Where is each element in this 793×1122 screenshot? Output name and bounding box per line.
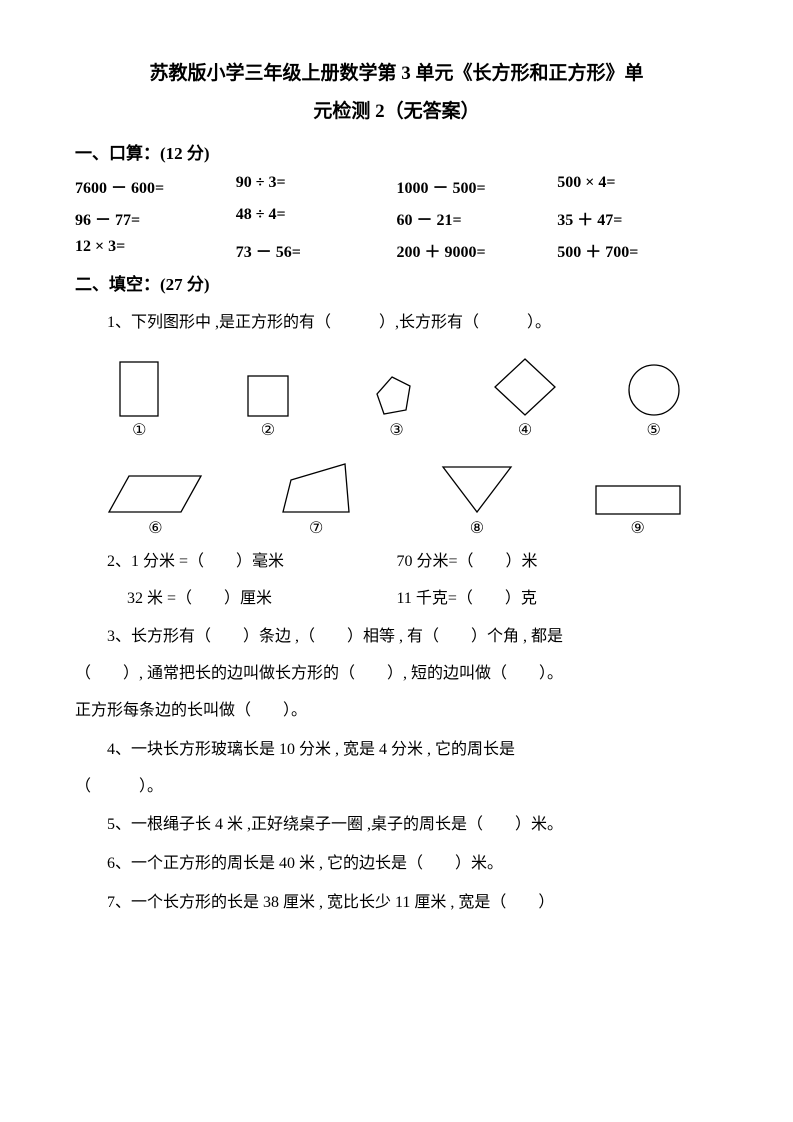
shape-label: ⑧ [397,518,558,538]
math-cell: 500 × 4= [557,174,718,198]
math-cell: 48 ÷ 4= [236,206,397,230]
math-cell: 7600 － 600= [75,174,236,198]
title-line-2: 元检测 2（无答案） [75,93,718,131]
math-cell: 35 ＋ 47= [557,206,718,230]
math-cell: 60 － 21= [397,206,558,230]
shape-label: ③ [332,420,461,440]
question-4-line2: （ ）。 [75,769,718,806]
shape-triangle [397,462,558,516]
question-6: 6、一个正方形的周长是 40 米 , 它的边长是（ ）米。 [75,846,718,883]
shape-label: ② [204,420,333,440]
shape-circle [589,362,718,418]
section-1-header: 一、口算：(12 分) [75,139,718,164]
math-cell: 73 － 56= [236,238,397,262]
shape-labels-row-1: ① ② ③ ④ ⑤ [75,420,718,440]
worksheet-title: 苏教版小学三年级上册数学第 3 单元《长方形和正方形》单 元检测 2（无答案） [75,55,718,131]
shape-label: ① [75,420,204,440]
math-cell: 96 － 77= [75,206,236,230]
conv-right: 11 千克=（ ）克 [397,581,719,618]
shape-quadrilateral-irregular [236,460,397,516]
conv-left: 32 米 =（ ）厘米 [75,581,397,618]
question-2a: 2、1 分米 =（ ）毫米 70 分米=（ ）米 [75,544,718,581]
shape-rectangle-wide [557,484,718,516]
question-2b: 32 米 =（ ）厘米 11 千克=（ ）克 [75,581,718,618]
question-7: 7、一个长方形的长是 38 厘米 , 宽比长少 11 厘米 , 宽是（ ） [75,885,718,922]
math-row-3: 12 × 3= 73 － 56= 200 ＋ 9000= 500 ＋ 700= [75,238,718,262]
conv-left: 2、1 分米 =（ ）毫米 [75,544,397,581]
question-4-line1: 4、一块长方形玻璃长是 10 分米 , 宽是 4 分米 , 它的周长是 [75,732,718,769]
math-row-1: 7600 － 600= 90 ÷ 3= 1000 － 500= 500 × 4= [75,174,718,198]
question-3-line3: 正方形每条边的长叫做（ ）。 [75,693,718,730]
shape-parallelogram [75,472,236,516]
shape-label: ⑤ [589,420,718,440]
shape-labels-row-2: ⑥ ⑦ ⑧ ⑨ [75,518,718,538]
section-2-header: 二、填空：(27 分) [75,270,718,295]
shape-label: ⑦ [236,518,397,538]
question-1: 1、下列图形中 ,是正方形的有（ ）,长方形有（ ）。 [75,305,718,342]
conv-right: 70 分米=（ ）米 [397,544,719,581]
shape-label: ⑨ [557,518,718,538]
title-line-1: 苏教版小学三年级上册数学第 3 单元《长方形和正方形》单 [75,55,718,93]
math-cell: 12 × 3= [75,238,236,262]
shape-diamond [461,356,590,418]
question-5: 5、一根绳子长 4 米 ,正好绕桌子一圈 ,桌子的周长是（ ）米。 [75,807,718,844]
shape-label: ④ [461,420,590,440]
math-cell: 200 ＋ 9000= [397,238,558,262]
question-3-line2: （ ）, 通常把长的边叫做长方形的（ ）, 短的边叫做（ ）。 [75,656,718,693]
shapes-row-2 [75,454,718,516]
math-cell: 90 ÷ 3= [236,174,397,198]
shapes-row-1 [75,356,718,418]
shape-rectangle-tall [75,360,204,418]
math-cell: 500 ＋ 700= [557,238,718,262]
shape-pentagon-irregular [332,374,461,418]
shape-label: ⑥ [75,518,236,538]
math-cell: 1000 － 500= [397,174,558,198]
math-row-2: 96 － 77= 48 ÷ 4= 60 － 21= 35 ＋ 47= [75,206,718,230]
question-3-line1: 3、长方形有（ ）条边 ,（ ）相等 , 有（ ）个角 , 都是 [75,619,718,656]
shape-square [204,374,333,418]
